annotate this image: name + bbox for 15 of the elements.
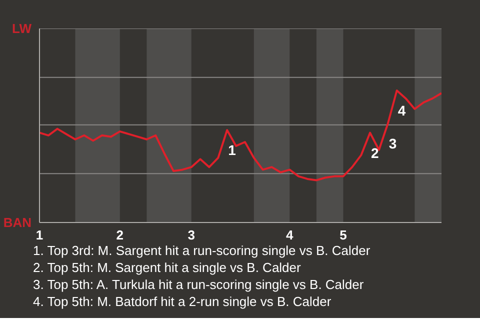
x-tick-label: 2 [116,228,124,242]
text: BAN [3,215,32,230]
text: 1. Top 3rd: M. Sargent hit a run-scoring single vs B. Calder [33,243,370,258]
x-tick-label: 1 [36,228,44,242]
annotation: 3 [388,136,397,152]
text: 3. Top 5th: A. Turkula hit a run-scoring single vs B. Calder [33,277,364,292]
x-tick-label: 4 [286,228,294,242]
annotation: 1 [228,142,236,158]
annotation: 4 [398,102,406,119]
annotation: 2 [371,144,380,161]
text: 2. Top 5th: M. Sargent hit a single vs B. Calder [33,260,301,275]
text: LW [12,21,32,36]
x-tick-label: 5 [340,228,347,242]
text: 4. Top 5th: M. Batdorf hit a 2-run single vs B. Calder [33,294,332,309]
x-tick-label: 3 [188,228,195,242]
